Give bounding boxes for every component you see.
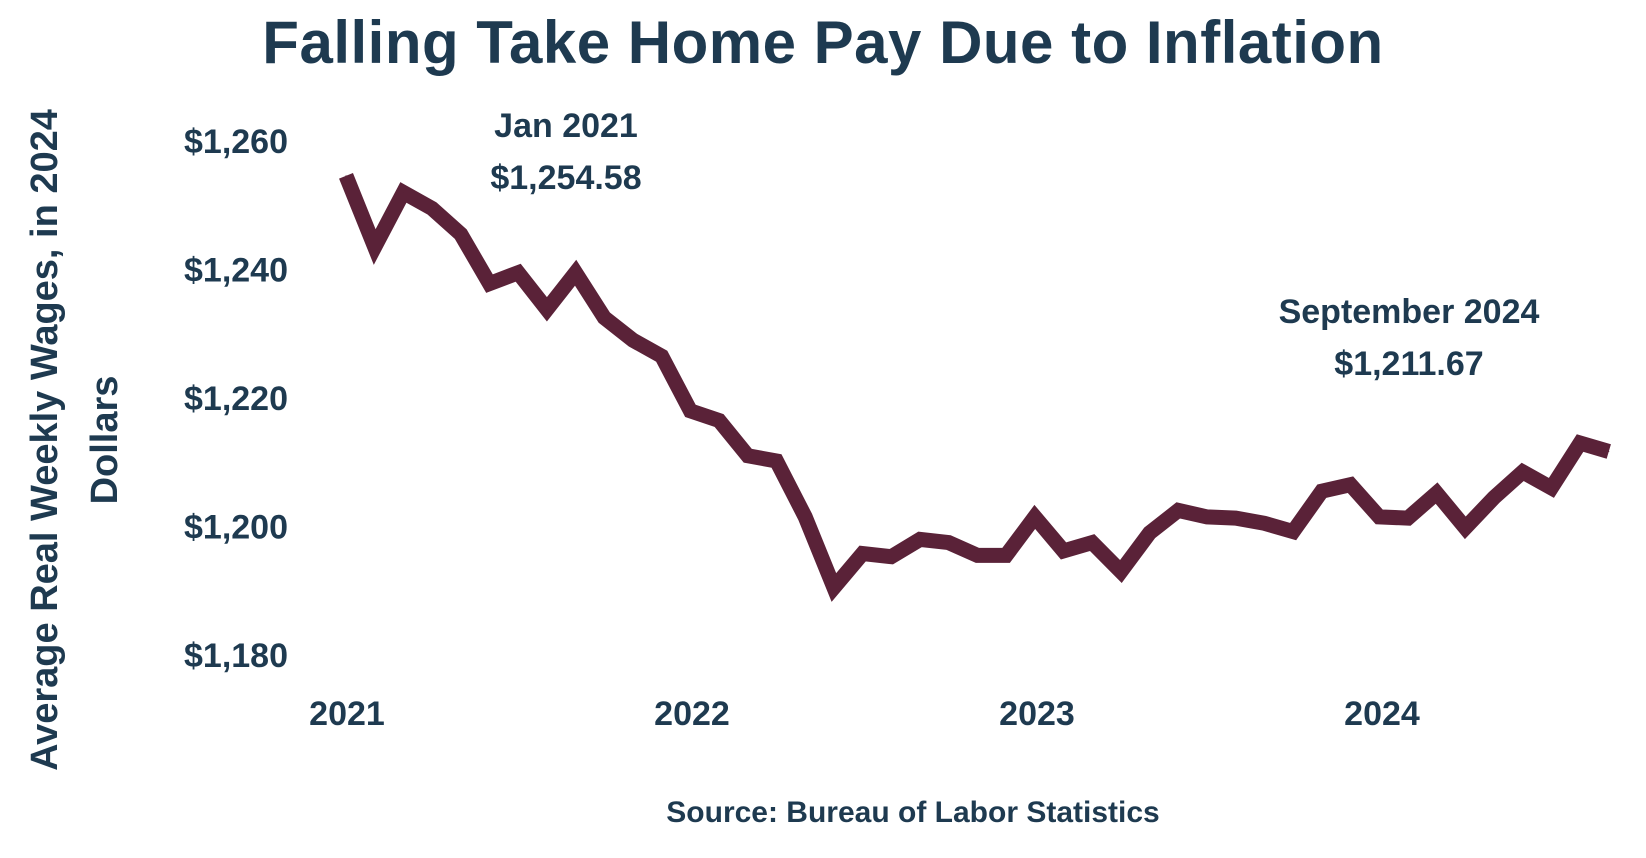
- series-layer: [339, 172, 1611, 602]
- data-point: [575, 272, 577, 274]
- y-axis-ticks: $1,180 $1,200 $1,220 $1,240 $1,260: [184, 123, 288, 675]
- data-point: [1149, 532, 1151, 534]
- data-point: [1464, 527, 1466, 529]
- data-point: [890, 556, 892, 558]
- annotation-value: $1,254.58: [490, 159, 641, 197]
- x-tick-label: 2023: [999, 695, 1075, 733]
- data-point: [546, 308, 548, 310]
- data-point: [460, 233, 462, 235]
- data-point: [1321, 490, 1323, 492]
- data-point: [1005, 554, 1007, 556]
- data-point: [1493, 497, 1495, 499]
- data-point: [1063, 550, 1064, 552]
- data-point: [1034, 516, 1036, 518]
- data-point: [345, 175, 347, 177]
- data-point: [1378, 516, 1380, 518]
- data-point: [948, 542, 950, 544]
- y-tick-label: $1,220: [184, 380, 288, 418]
- x-tick-label: 2021: [309, 695, 385, 733]
- annotation-label: Jan 2021: [494, 107, 638, 145]
- y-tick-label: $1,240: [184, 252, 288, 290]
- data-point: [603, 317, 605, 319]
- data-point: [489, 283, 490, 285]
- data-point: [374, 246, 376, 248]
- y-tick-label: $1,200: [184, 509, 288, 547]
- x-axis-ticks: 2021 2022 2023 2024: [309, 695, 1420, 733]
- source-note: Source: Bureau of Labor Statistics: [666, 796, 1160, 829]
- data-point: [776, 460, 777, 462]
- data-point: [1407, 517, 1409, 519]
- y-tick-label: $1,180: [184, 637, 288, 675]
- data-point: [1235, 517, 1237, 519]
- annotation-value: $1,211.67: [1334, 345, 1483, 383]
- y-tick-label: $1,260: [184, 123, 288, 161]
- data-point: [1550, 487, 1552, 489]
- data-point: [1608, 451, 1610, 452]
- data-point: [517, 272, 519, 274]
- data-point: [747, 455, 749, 457]
- data-point: [862, 553, 864, 554]
- data-point: [1120, 571, 1122, 572]
- data-point: [1263, 522, 1265, 524]
- data-point: [1522, 471, 1524, 473]
- data-point: [431, 208, 433, 209]
- data-point: [718, 420, 720, 421]
- data-point: [689, 410, 691, 412]
- data-point: [1206, 516, 1208, 518]
- data-point: [661, 355, 663, 357]
- data-point: [1436, 492, 1438, 494]
- data-point: [1292, 531, 1294, 533]
- data-point: [1177, 509, 1179, 511]
- data-point: [1091, 542, 1093, 544]
- annotations: Jan 2021 $1,254.58 September 2024 $1,211.67: [490, 107, 1539, 383]
- data-point: [1579, 442, 1581, 444]
- chart-title: Falling Take Home Pay Due to Inflation: [262, 9, 1384, 76]
- data-point: [976, 554, 978, 556]
- x-tick-label: 2022: [654, 695, 730, 733]
- data-point: [632, 339, 634, 341]
- data-point: [1350, 484, 1351, 486]
- data-point: [919, 538, 921, 540]
- data-point: [402, 191, 404, 193]
- data-point: [804, 516, 806, 518]
- annotation-label: September 2024: [1279, 293, 1540, 331]
- data-point: [833, 587, 835, 588]
- x-tick-label: 2024: [1344, 695, 1420, 733]
